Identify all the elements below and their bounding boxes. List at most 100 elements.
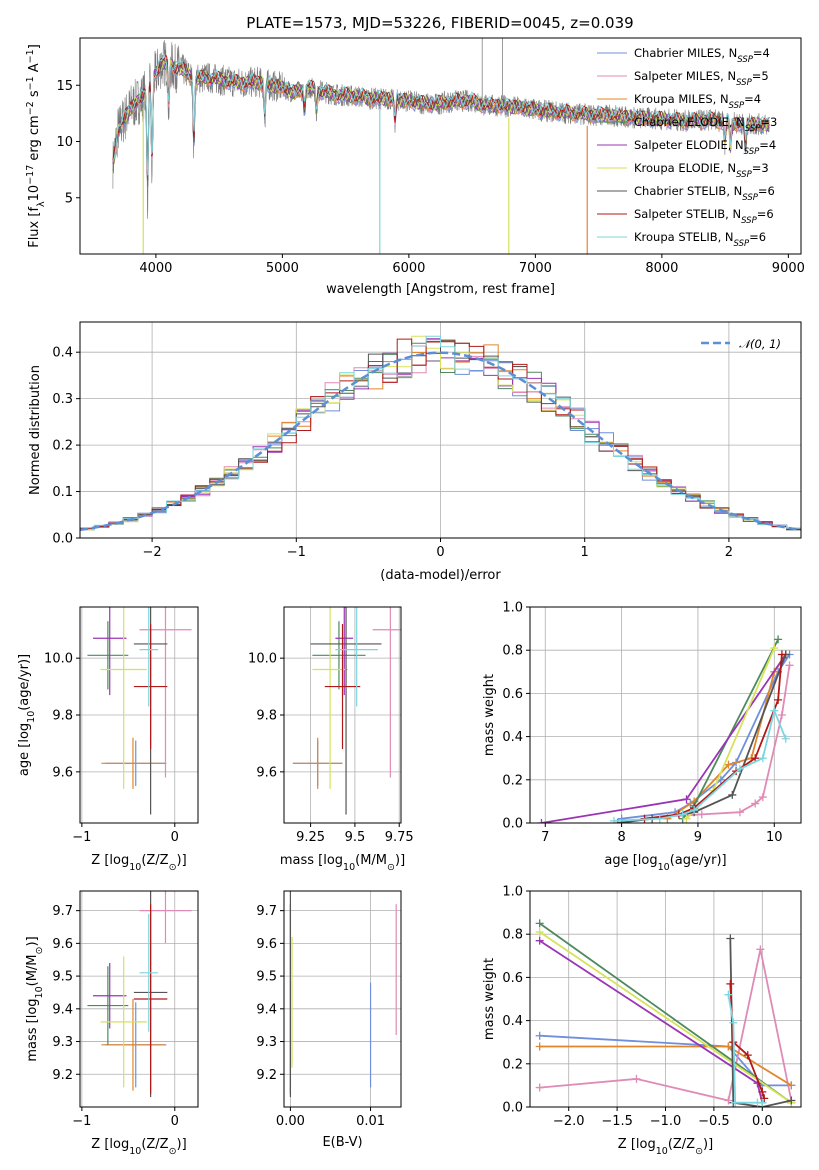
axes-frame [529, 606, 802, 824]
residual-histogram [80, 335, 801, 530]
y-tick-label: 0.2 [502, 773, 523, 788]
y-tick-label: 5 [65, 191, 73, 206]
x-tick-label: 9000 [772, 261, 805, 276]
series-point [758, 793, 767, 802]
y-tick-label: 9.2 [52, 1068, 73, 1083]
model-spectrum [112, 54, 770, 174]
age-vs-mass-axes: 9.25 9.5 9.75 9.6 9.8 10.0 mass [log10(M/M⊙)] [248, 606, 414, 873]
model-spectrum [112, 59, 770, 187]
y-axis-label: Normed distribution [28, 365, 43, 495]
plot-area [80, 335, 801, 532]
plot-area [537, 635, 794, 823]
series-point [751, 799, 760, 808]
series-point [682, 814, 691, 823]
x-axis-label: age [log10(age/yr)] [604, 853, 726, 873]
y-tick-label: 10.0 [248, 652, 277, 667]
series-point [632, 1074, 641, 1083]
series-point [728, 790, 737, 799]
series-line [613, 707, 787, 822]
x-tick-label: −2 [143, 545, 162, 560]
y-axis-label: age [log10(age/yr)] [17, 654, 37, 776]
x-tick-label: 6000 [392, 261, 425, 276]
series-point [787, 1096, 796, 1105]
y-tick-label: 9.2 [256, 1068, 277, 1083]
series-line [539, 922, 792, 1104]
mass-vs-Z-axes: −1 0 9.2 9.3 9.4 9.5 9.6 9.7 Z [log10(Z/Z⊙)] mass… [25, 890, 199, 1157]
y-axis-label: mass weight [482, 958, 497, 1040]
series-point [774, 635, 783, 644]
x-tick-label: 7 [541, 830, 549, 845]
legend-entry: Kroupa STELIB, NSSP=6 [634, 230, 766, 249]
x-tick-label: 9 [694, 830, 702, 845]
series-point [655, 814, 664, 823]
y-tick-label: 10 [56, 135, 73, 150]
series-point [758, 1098, 767, 1107]
x-tick-label: 0 [436, 545, 444, 560]
series-point [758, 754, 767, 763]
series-point [535, 1031, 544, 1040]
x-tick-label: 0 [171, 1114, 179, 1129]
legend-entry: Chabrier STELIB, NSSP=6 [634, 184, 775, 203]
x-axis-label: E(B-V) [322, 1135, 362, 1150]
y-tick-label: 0.0 [502, 817, 523, 832]
y-axis-label: Flux [fλ10−17 erg cm−2 s−1 A−1] [25, 44, 47, 248]
y-tick-label: 0.6 [502, 971, 523, 986]
figure-title: PLATE=1573, MJD=53226, FIBERID=0045, z=0… [246, 14, 633, 32]
x-tick-label: 0.0 [752, 1114, 773, 1129]
series-point [535, 919, 544, 928]
y-tick-label: 0.8 [502, 928, 523, 943]
y-tick-label: 0.2 [52, 439, 73, 454]
y-axis-label: mass weight [482, 674, 497, 756]
plot-area [289, 891, 397, 1098]
series-point [726, 934, 735, 943]
x-tick-label: 10 [766, 830, 783, 845]
x-tick-label: 8000 [645, 261, 678, 276]
x-tick-label: −2.0 [553, 1114, 585, 1129]
series-point [537, 819, 546, 823]
axes-frame [283, 890, 402, 1108]
x-tick-label: −1.5 [601, 1114, 633, 1129]
series-point [724, 1042, 733, 1051]
x-tick-label: 4000 [139, 261, 172, 276]
series-point [697, 810, 706, 819]
x-tick-label: 0.00 [276, 1114, 305, 1129]
y-tick-label: 9.6 [256, 765, 277, 780]
series-point [787, 1081, 796, 1090]
age-vs-Z-axes: −1 0 9.6 9.8 10.0 Z [log10(Z/Z⊙)] age [log10(a… [17, 606, 199, 873]
x-tick-label: 9.75 [385, 830, 414, 845]
series-line [539, 1034, 792, 1087]
series-point [609, 816, 618, 823]
x-tick-label: 0 [171, 830, 179, 845]
y-tick-label: 9.3 [256, 1035, 277, 1050]
series-point [781, 734, 790, 743]
x-tick-label: 8 [617, 830, 625, 845]
y-tick-label: 9.7 [52, 904, 73, 919]
residual-histogram [80, 335, 801, 531]
y-tick-label: 1.0 [502, 885, 523, 900]
massweight-vs-Z-axes: −2.0 −1.5 −1.0 −0.5 0.0 0.0 0.2 0.4 0.6 0.8 1.0 Z [… [482, 885, 802, 1157]
series-point [735, 808, 744, 817]
x-axis-label: mass [log10(M/M⊙)] [280, 853, 405, 873]
series-point [777, 650, 786, 659]
axes-frame [79, 890, 199, 1108]
y-tick-label: 9.5 [256, 970, 277, 985]
series-point [770, 644, 779, 653]
y-tick-label: 9.3 [52, 1035, 73, 1050]
y-tick-label: 1.0 [502, 601, 523, 616]
x-axis-label: (data-model)/error [380, 568, 501, 583]
x-axis-label: Z [log10(Z/Z⊙)] [618, 1137, 713, 1157]
y-tick-label: 0.1 [52, 485, 73, 500]
y-tick-label: 0.3 [52, 392, 73, 407]
series-point [535, 936, 544, 945]
legend-entry: Chabrier MILES, NSSP=4 [634, 46, 770, 65]
model-spectrum [112, 55, 770, 176]
y-tick-label: 0.4 [502, 730, 523, 745]
model-spectrum [112, 57, 770, 178]
x-tick-label: −1 [72, 1114, 91, 1129]
x-tick-label: 0.01 [356, 1114, 385, 1129]
y-tick-label: 9.8 [52, 709, 73, 724]
axes-frame [79, 37, 802, 255]
x-axis-label: wavelength [Angstrom, rest frame] [326, 282, 555, 297]
series-point [770, 706, 779, 715]
x-tick-label: −0.5 [698, 1114, 730, 1129]
